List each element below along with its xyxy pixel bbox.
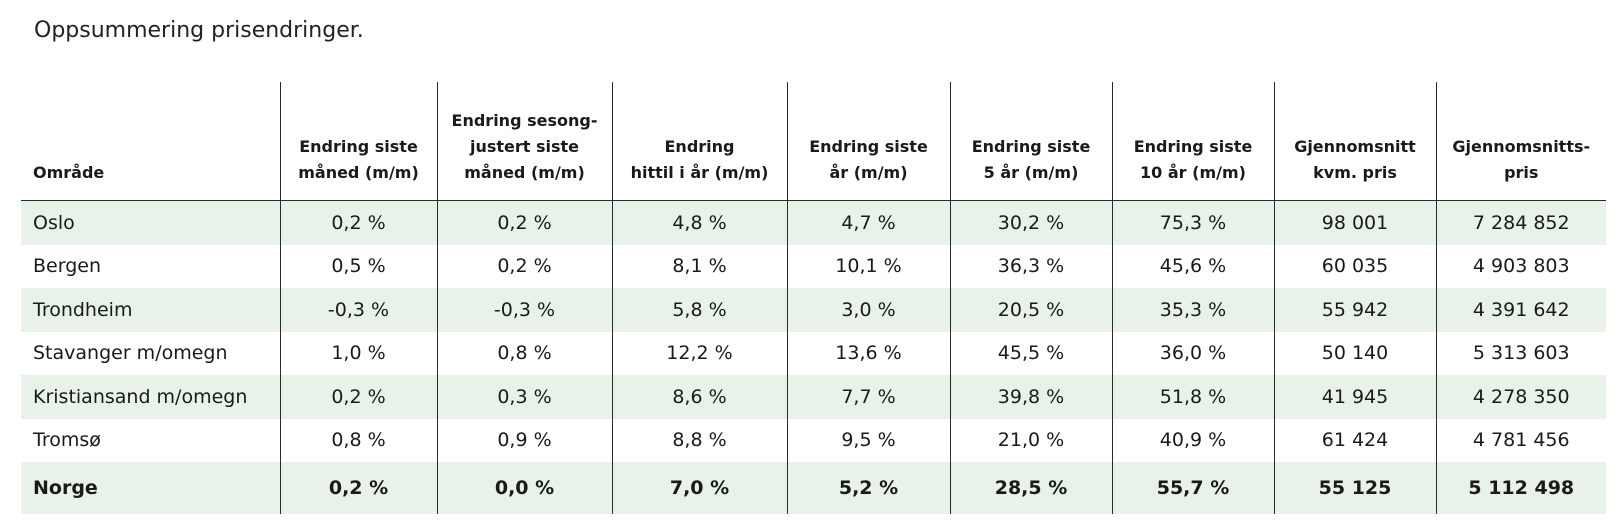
cell-change-10-years: 35,3 % bbox=[1111, 288, 1274, 332]
column-header-change-10-years: Endring siste 10 år (m/m) bbox=[1111, 82, 1274, 201]
cell-avg-price: 4 391 642 bbox=[1435, 288, 1606, 332]
column-header-change-5-years: Endring siste 5 år (m/m) bbox=[949, 82, 1112, 201]
total-cell-avg-sqm-price: 55 125 bbox=[1273, 462, 1436, 514]
cell-change-5-years: 45,5 % bbox=[949, 331, 1112, 375]
table-body: Oslo 0,2 % 0,2 % 4,8 % 4,7 % 30,2 % 75,3 % 98 0… bbox=[21, 200, 1606, 514]
cell-change-last-month: 0,2 % bbox=[279, 375, 437, 419]
cell-change-5-years: 36,3 % bbox=[949, 244, 1112, 288]
column-header-avg-sqm-price: Gjennomsnitt kvm. pris bbox=[1273, 82, 1436, 201]
table-row: Kristiansand m/omegn 0,2 % 0,3 % 8,6 % 7,7 %… bbox=[21, 375, 1606, 419]
cell-seasonal-adjusted-change: 0,3 % bbox=[436, 375, 612, 419]
total-row: Norge 0,2 % 0,0 % 7,0 % 5,2 % 28,5 % 55,7 % 55 … bbox=[21, 462, 1606, 514]
total-cell-area: Norge bbox=[21, 462, 280, 514]
cell-area: Stavanger m/omegn bbox=[33, 342, 228, 365]
cell-change-last-year: 7,7 % bbox=[786, 375, 950, 419]
total-cell-avg-price: 5 112 498 bbox=[1435, 462, 1606, 514]
cell-avg-sqm-price: 98 001 bbox=[1273, 200, 1436, 245]
cell-area: Bergen bbox=[33, 255, 101, 278]
cell-change-10-years: 51,8 % bbox=[1111, 375, 1274, 419]
cell-seasonal-adjusted-change: 0,2 % bbox=[436, 244, 612, 288]
total-cell-change-year-to-date: 7,0 % bbox=[611, 462, 787, 514]
column-header-change-last-year: Endring siste år (m/m) bbox=[786, 82, 950, 201]
cell-avg-price: 5 313 603 bbox=[1435, 331, 1606, 375]
cell-avg-price: 7 284 852 bbox=[1435, 200, 1606, 245]
cell-area: Kristiansand m/omegn bbox=[21, 375, 280, 419]
cell-avg-sqm-price: 55 942 bbox=[1273, 288, 1436, 332]
page-title: Oppsummering prisendringer. bbox=[34, 18, 364, 43]
table-row: Oslo 0,2 % 0,2 % 4,8 % 4,7 % 30,2 % 75,3 % 98 0… bbox=[21, 200, 1606, 245]
cell-change-year-to-date: 8,1 % bbox=[611, 244, 787, 288]
cell-avg-sqm-price: 41 945 bbox=[1273, 375, 1436, 419]
cell-change-last-month: 0,5 % bbox=[279, 244, 437, 288]
cell-seasonal-adjusted-change: 0,2 % bbox=[436, 200, 612, 245]
table-row: Tromsø 0,8 % 0,9 % 8,8 % 9,5 % 21,0 % 40,9 % 61… bbox=[21, 418, 1606, 462]
cell-change-year-to-date: 12,2 % bbox=[611, 331, 787, 375]
cell-area: Trondheim bbox=[21, 288, 280, 332]
cell-change-10-years: 45,6 % bbox=[1111, 244, 1274, 288]
column-header-area: Område bbox=[21, 82, 280, 201]
cell-avg-sqm-price: 50 140 bbox=[1273, 331, 1436, 375]
table-row: Stavanger m/omegn 1,0 % 0,8 % 12,2 % 13,6 % 4… bbox=[21, 331, 1606, 375]
cell-change-year-to-date: 4,8 % bbox=[611, 200, 787, 245]
cell-seasonal-adjusted-change: -0,3 % bbox=[436, 288, 612, 332]
cell-avg-price: 4 903 803 bbox=[1435, 244, 1606, 288]
cell-change-5-years: 21,0 % bbox=[949, 418, 1112, 462]
table-row: Trondheim -0,3 % -0,3 % 5,8 % 3,0 % 20,5 % 35,… bbox=[21, 288, 1606, 332]
cell-change-last-month: -0,3 % bbox=[279, 288, 437, 332]
cell-change-last-year: 9,5 % bbox=[786, 418, 950, 462]
price-change-table: Område Endring siste måned (m/m) Endring… bbox=[21, 82, 1606, 514]
cell-change-5-years: 30,2 % bbox=[949, 200, 1112, 245]
cell-avg-sqm-price: 60 035 bbox=[1273, 244, 1436, 288]
cell-change-10-years: 36,0 % bbox=[1111, 331, 1274, 375]
cell-change-last-month: 0,8 % bbox=[279, 418, 437, 462]
total-cell-seasonal-adjusted-change: 0,0 % bbox=[436, 462, 612, 514]
total-cell-change-5-years: 28,5 % bbox=[949, 462, 1112, 514]
cell-avg-sqm-price: 61 424 bbox=[1273, 418, 1436, 462]
cell-change-last-year: 13,6 % bbox=[786, 331, 950, 375]
total-cell-change-last-year: 5,2 % bbox=[786, 462, 950, 514]
total-cell-change-10-years: 55,7 % bbox=[1111, 462, 1274, 514]
cell-avg-price: 4 781 456 bbox=[1435, 418, 1606, 462]
cell-change-10-years: 75,3 % bbox=[1111, 200, 1274, 245]
cell-change-5-years: 20,5 % bbox=[949, 288, 1112, 332]
column-header-change-last-month: Endring siste måned (m/m) bbox=[279, 82, 437, 201]
cell-area: Oslo bbox=[21, 200, 280, 245]
cell-change-last-year: 10,1 % bbox=[786, 244, 950, 288]
cell-change-5-years: 39,8 % bbox=[949, 375, 1112, 419]
column-header-seasonal-adjusted-change: Endring sesong- justert siste måned (m/m… bbox=[436, 82, 612, 201]
cell-change-last-year: 4,7 % bbox=[786, 200, 950, 245]
cell-avg-price: 4 278 350 bbox=[1435, 375, 1606, 419]
cell-change-last-month: 0,2 % bbox=[279, 200, 437, 245]
cell-seasonal-adjusted-change: 0,9 % bbox=[436, 418, 612, 462]
cell-change-last-month: 1,0 % bbox=[279, 331, 437, 375]
cell-change-last-year: 3,0 % bbox=[786, 288, 950, 332]
cell-seasonal-adjusted-change: 0,8 % bbox=[436, 331, 612, 375]
cell-area: Tromsø bbox=[33, 429, 101, 452]
column-header-avg-price: Gjennomsnitts- pris bbox=[1435, 82, 1606, 201]
column-header-change-year-to-date: Endring hittil i år (m/m) bbox=[611, 82, 787, 201]
cell-change-year-to-date: 5,8 % bbox=[611, 288, 787, 332]
cell-change-year-to-date: 8,8 % bbox=[611, 418, 787, 462]
cell-change-10-years: 40,9 % bbox=[1111, 418, 1274, 462]
total-cell-change-last-month: 0,2 % bbox=[279, 462, 437, 514]
table-row: Bergen 0,5 % 0,2 % 8,1 % 10,1 % 36,3 % 45,6 % 6… bbox=[21, 244, 1606, 288]
cell-change-year-to-date: 8,6 % bbox=[611, 375, 787, 419]
header-row: Område Endring siste måned (m/m) Endring… bbox=[21, 82, 1606, 201]
